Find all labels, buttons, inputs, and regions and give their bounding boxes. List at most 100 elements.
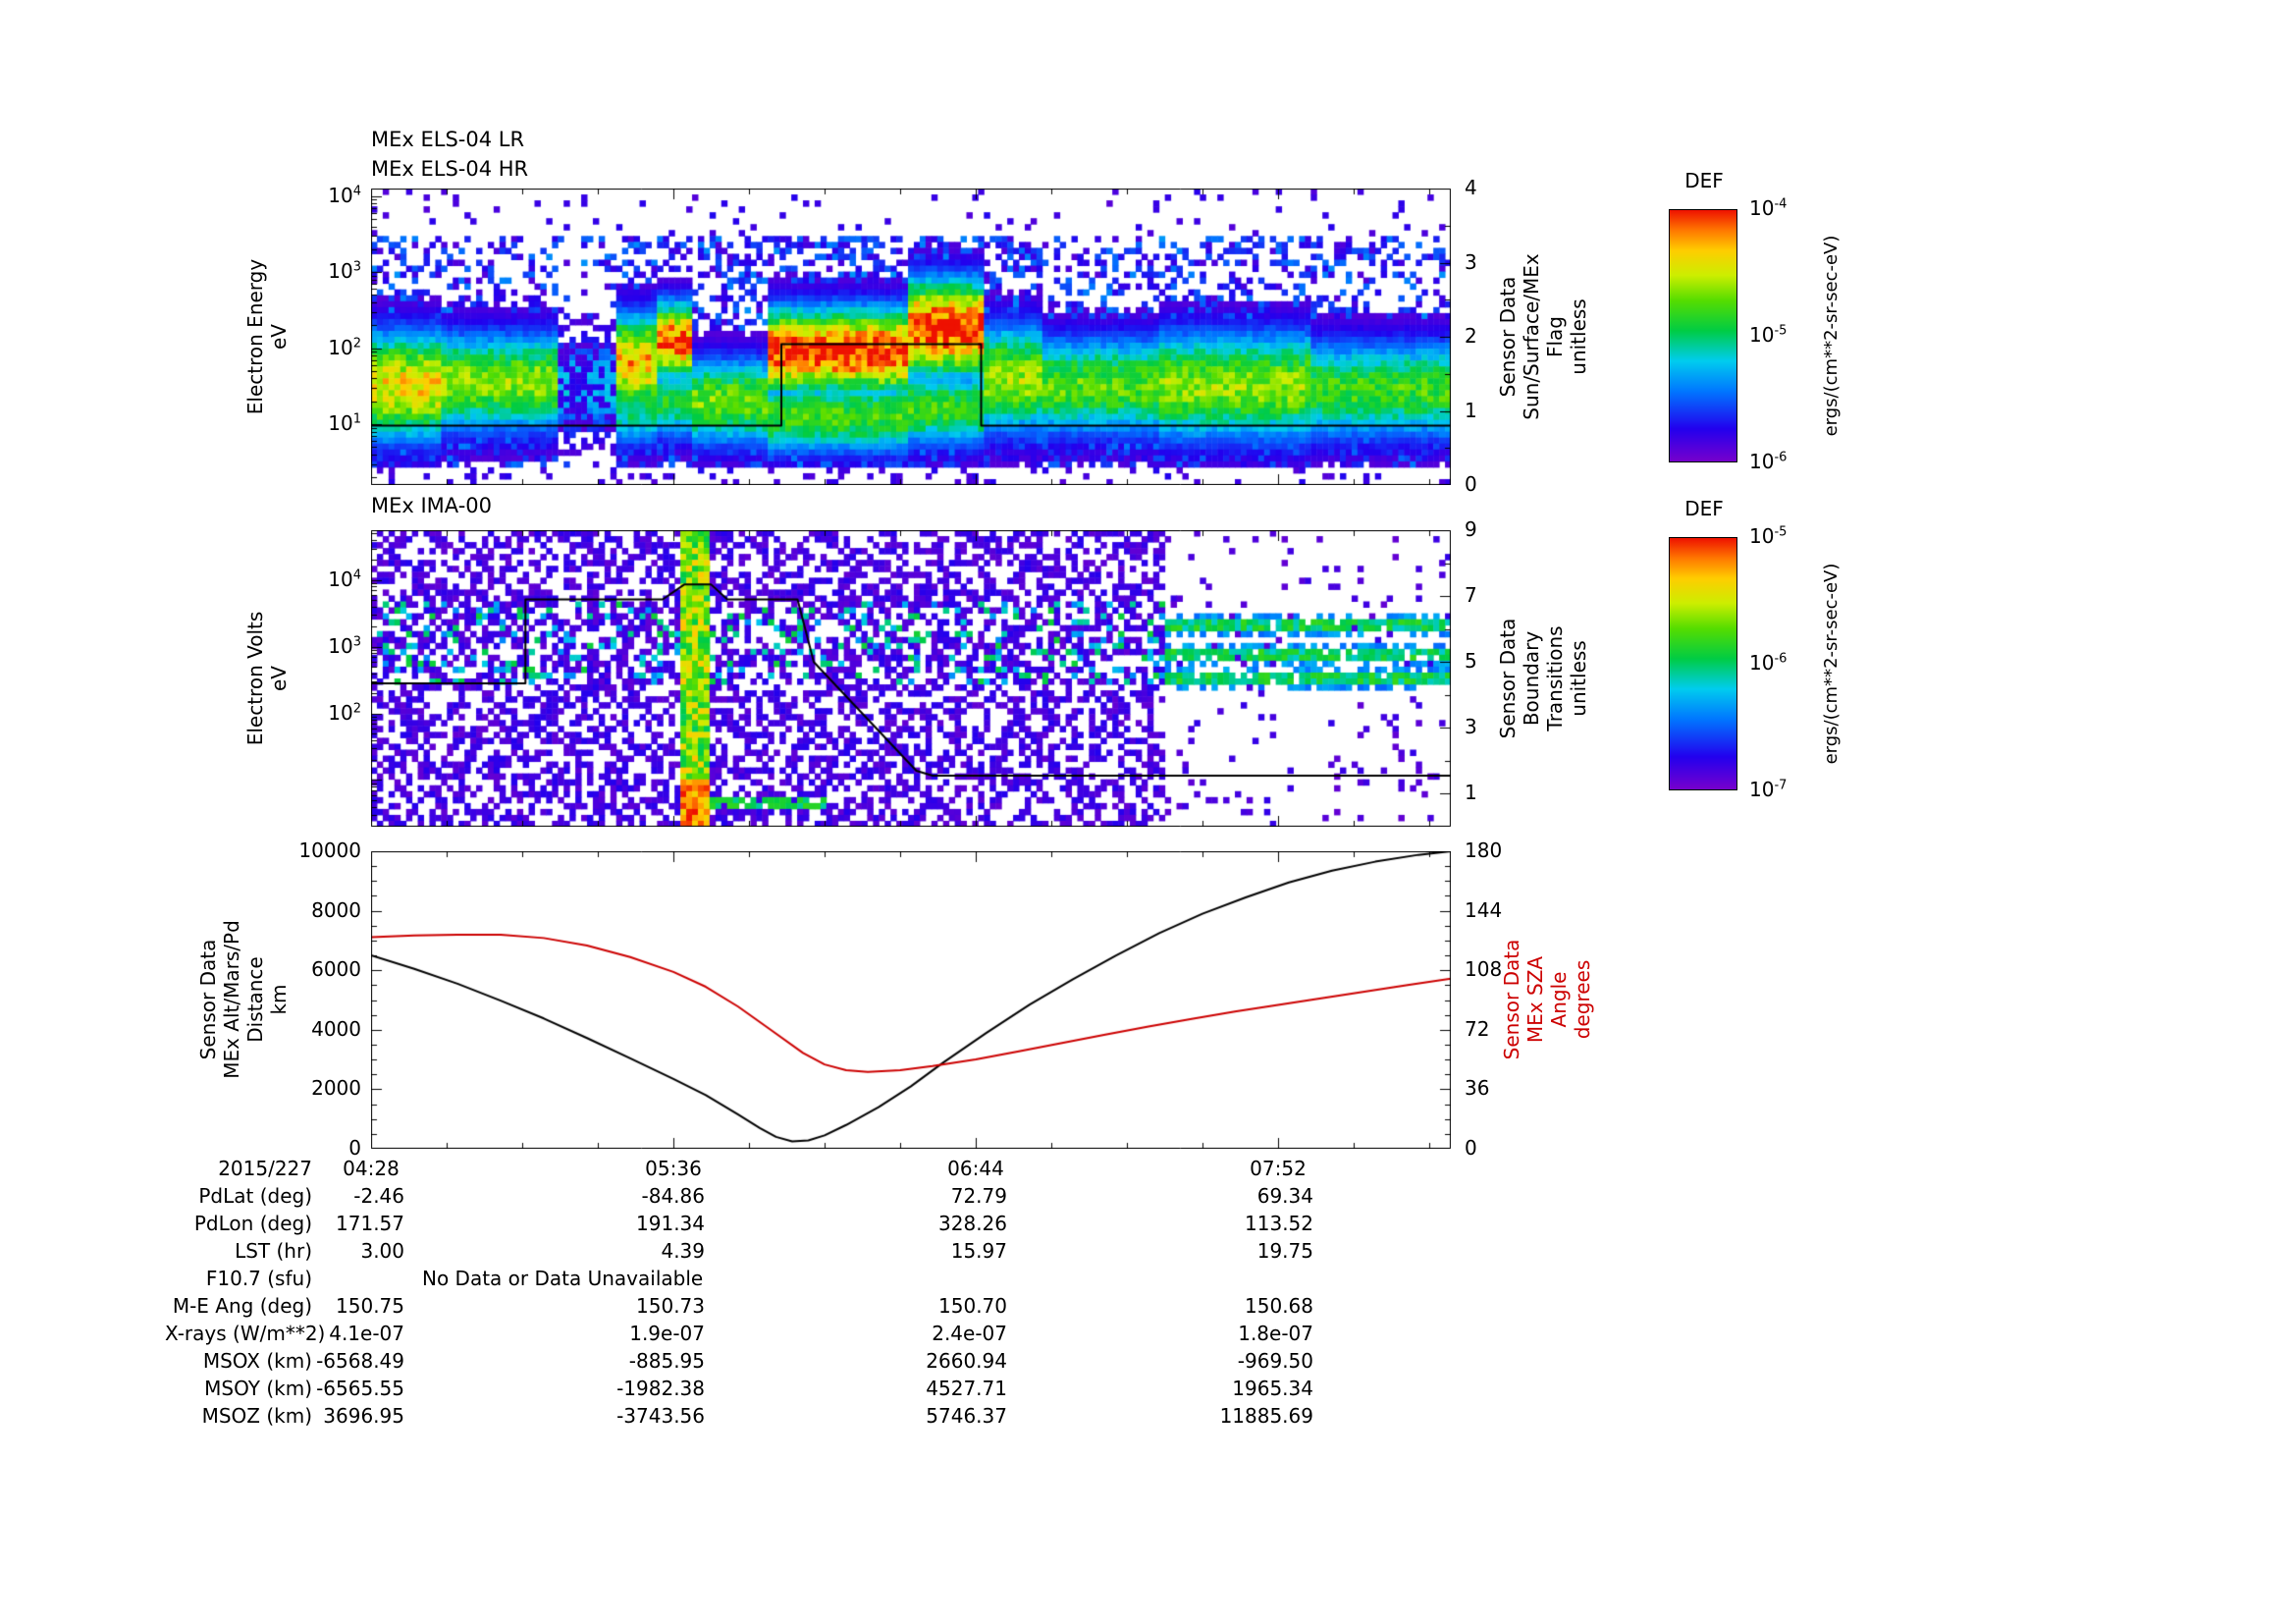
table-cell: 150.70 <box>938 1294 1007 1318</box>
table-cell: -885.95 <box>628 1349 705 1373</box>
time-tick-label: 07:52 <box>1250 1157 1307 1180</box>
altitude-sza-chart <box>371 851 1451 1149</box>
sza-ytick-label: 36 <box>1465 1076 1490 1101</box>
alt-ylabel-line3: Distance <box>243 956 267 1043</box>
els-ytick-label: 103 <box>328 259 361 284</box>
colorbar-ima <box>1669 537 1737 790</box>
colorbar-ima-tick-label: 10-6 <box>1749 651 1788 675</box>
table-row-label: M-E Ang (deg) <box>172 1294 312 1318</box>
els-title-lr: MEx ELS-04 LR <box>371 128 525 151</box>
ima-right-label-line2: Boundary <box>1520 630 1543 727</box>
colorbar-ima-tick-label: 10-7 <box>1749 778 1788 801</box>
sza-right-label-line4: degrees <box>1571 959 1594 1040</box>
alt-ytick-label: 4000 <box>311 1016 361 1041</box>
colorbar-els-tick-label: 10-6 <box>1749 450 1788 473</box>
time-tick-label: 06:44 <box>947 1157 1004 1180</box>
table-cell: 150.68 <box>1245 1294 1313 1318</box>
ima-ytick-label: 103 <box>328 633 361 658</box>
els-flag-tick-label: 1 <box>1465 398 1477 422</box>
table-row-label: MSOX (km) <box>202 1349 312 1373</box>
table-cell: -6565.55 <box>316 1377 404 1400</box>
table-row-label: X-rays (W/m**2) <box>165 1322 326 1345</box>
table-cell: 2660.94 <box>926 1349 1007 1373</box>
table-row-label: MSOZ (km) <box>201 1404 312 1428</box>
sza-ytick-label: 180 <box>1465 839 1503 862</box>
colorbar-els <box>1669 209 1737 462</box>
ima-right-label-line3: Transitions <box>1543 625 1567 731</box>
els-right-label-line4: unitless <box>1567 298 1590 375</box>
ima-boundary-tick-label: 1 <box>1465 781 1477 805</box>
table-cell: 19.75 <box>1256 1239 1313 1263</box>
ima-boundary-tick-label: 5 <box>1465 649 1477 674</box>
els-flag-tick-label: 4 <box>1465 176 1477 199</box>
date-label: 2015/227 <box>218 1157 312 1180</box>
table-cell: 1965.34 <box>1232 1377 1313 1400</box>
colorbar-els-tick-label: 10-4 <box>1749 196 1788 220</box>
table-row-label: PdLon (deg) <box>193 1212 312 1235</box>
ima-ylabel-unit: eV <box>267 666 291 692</box>
time-tick-label: 04:28 <box>343 1157 400 1180</box>
sza-ytick-label: 144 <box>1465 897 1503 922</box>
table-cell: 328.26 <box>938 1212 1007 1235</box>
ima-spectrogram <box>371 530 1451 827</box>
colorbar-ima-title: DEF <box>1684 497 1724 520</box>
table-cell: 3.00 <box>360 1239 404 1263</box>
table-cell: -3743.56 <box>616 1404 705 1428</box>
els-ytick-label: 101 <box>328 411 361 436</box>
els-flag-tick-label: 0 <box>1465 472 1477 496</box>
colorbar-ima-tick-label: 10-5 <box>1749 524 1788 548</box>
table-cell: 69.34 <box>1256 1184 1313 1208</box>
table-cell: 171.57 <box>336 1212 404 1235</box>
ima-right-label-line4: unitless <box>1567 640 1590 717</box>
ima-ytick-label: 102 <box>328 700 361 725</box>
table-cell: 2.4e-07 <box>932 1322 1007 1345</box>
els-right-label-line3: Flag <box>1543 315 1567 358</box>
ima-right-label-line1: Sensor Data <box>1496 618 1520 739</box>
table-row-label: PdLat (deg) <box>198 1184 312 1208</box>
table-row-message: No Data or Data Unavailable <box>422 1267 704 1290</box>
table-cell: -969.50 <box>1237 1349 1313 1373</box>
table-cell: 4527.71 <box>926 1377 1007 1400</box>
table-cell: 1.8e-07 <box>1238 1322 1313 1345</box>
ima-title: MEx IMA-00 <box>371 494 493 517</box>
colorbar-els-tick-label: 10-5 <box>1749 323 1788 347</box>
els-ytick-label: 104 <box>328 183 361 207</box>
table-cell: 150.75 <box>336 1294 404 1318</box>
alt-ytick-label: 6000 <box>311 957 361 982</box>
colorbar-els-title: DEF <box>1684 169 1724 192</box>
table-row-label: LST (hr) <box>235 1239 312 1263</box>
table-row-label: MSOY (km) <box>204 1377 312 1400</box>
table-cell: -6568.49 <box>316 1349 404 1373</box>
sza-right-label-line3: Angle <box>1547 971 1571 1028</box>
table-cell: 150.73 <box>636 1294 705 1318</box>
ima-boundary-tick-label: 9 <box>1465 517 1477 541</box>
sza-right-label-line2: MEx SZA <box>1523 955 1547 1044</box>
sza-ytick-label: 0 <box>1465 1136 1477 1160</box>
alt-ytick-label: 0 <box>348 1136 361 1160</box>
table-cell: 72.79 <box>950 1184 1007 1208</box>
table-cell: 1.9e-07 <box>629 1322 705 1345</box>
ima-boundary-tick-label: 7 <box>1465 583 1477 608</box>
table-cell: 4.1e-07 <box>329 1322 404 1345</box>
ima-ylabel-line: Electron Volts <box>243 611 267 746</box>
sza-right-label-line1: Sensor Data <box>1500 939 1523 1060</box>
table-cell: -2.46 <box>353 1184 404 1208</box>
els-spectrogram <box>371 189 1451 485</box>
alt-ylabel-line2: MEx Alt/Mars/Pd <box>220 920 243 1079</box>
ima-boundary-tick-label: 3 <box>1465 715 1477 739</box>
alt-ytick-label: 2000 <box>311 1076 361 1101</box>
sza-ytick-label: 72 <box>1465 1016 1490 1041</box>
alt-ylabel-line1: Sensor Data <box>196 939 220 1060</box>
table-cell: 113.52 <box>1245 1212 1313 1235</box>
alt-ylabel-line4: km <box>267 984 291 1015</box>
table-cell: 3696.95 <box>323 1404 404 1428</box>
els-right-label-line2: Sun/Surface/MEx <box>1520 253 1543 420</box>
table-cell: 191.34 <box>636 1212 705 1235</box>
table-cell: 15.97 <box>950 1239 1007 1263</box>
table-cell: 5746.37 <box>926 1404 1007 1428</box>
table-cell: -1982.38 <box>616 1377 705 1400</box>
els-flag-tick-label: 2 <box>1465 324 1477 348</box>
els-flag-tick-label: 3 <box>1465 249 1477 274</box>
alt-ytick-label: 10000 <box>298 839 361 862</box>
